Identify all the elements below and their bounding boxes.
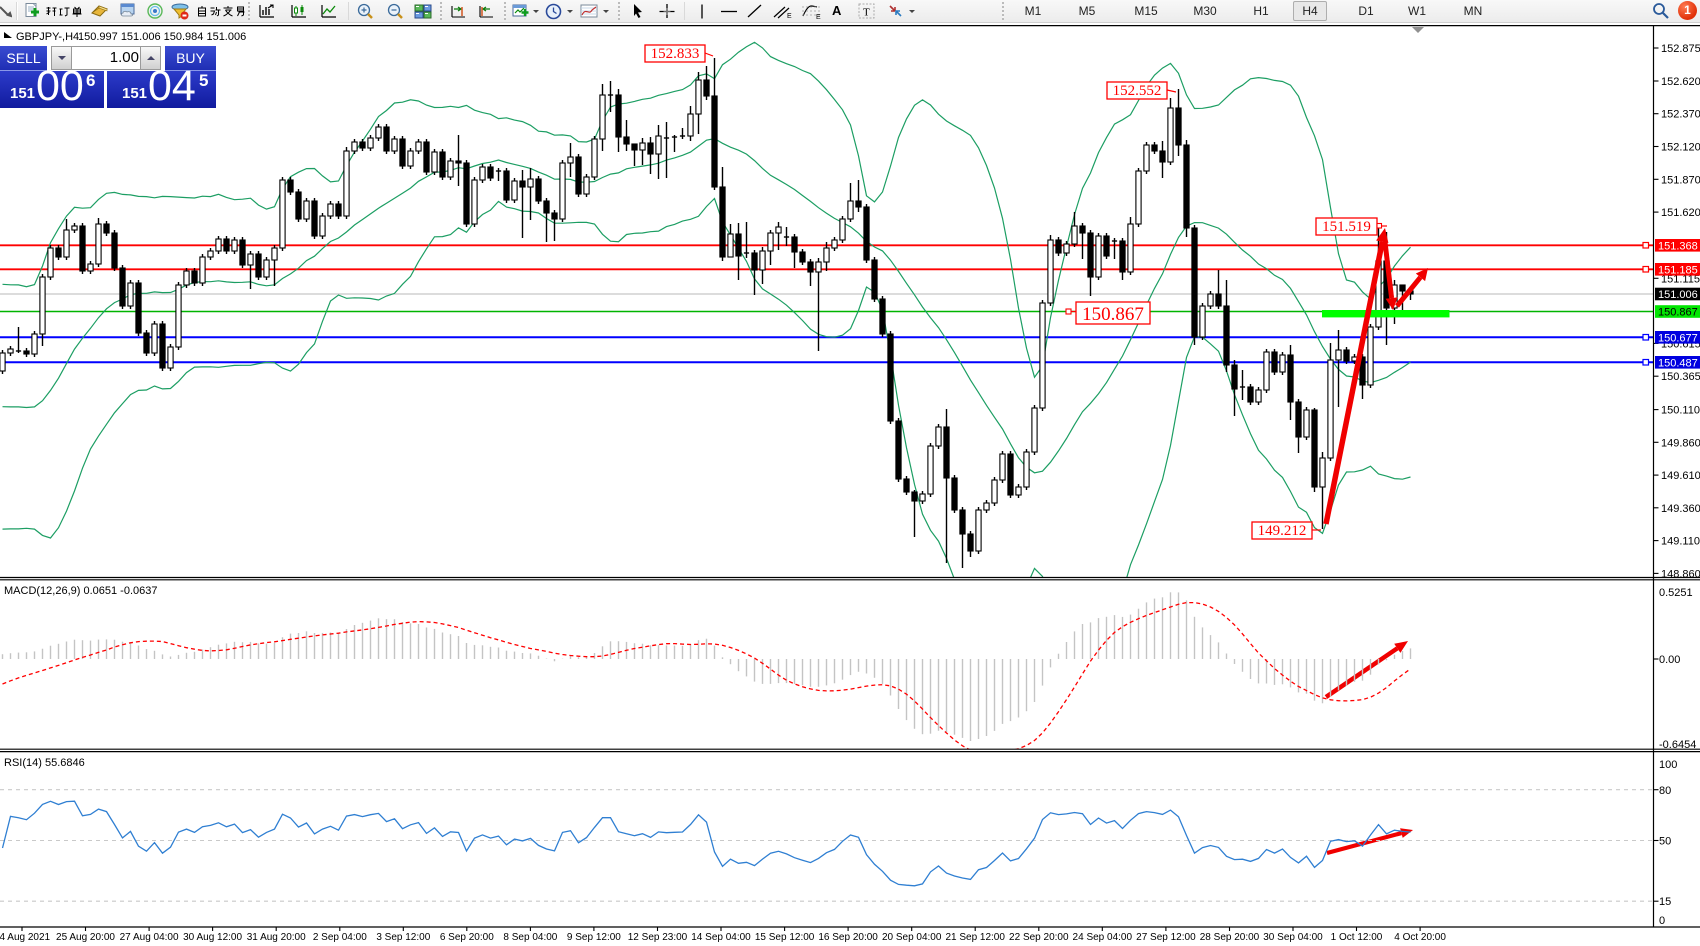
svg-text:152.620: 152.620 — [1661, 76, 1700, 88]
svg-text:1 Oct 12:00: 1 Oct 12:00 — [1331, 932, 1383, 943]
svg-text:RSI(14) 55.6846: RSI(14) 55.6846 — [4, 757, 85, 769]
svg-text:152.875: 152.875 — [1661, 43, 1700, 55]
svg-text:150.867: 150.867 — [1082, 304, 1144, 325]
svg-text:150.365: 150.365 — [1661, 371, 1700, 383]
svg-text:50: 50 — [1659, 836, 1671, 848]
svg-text:27 Sep 12:00: 27 Sep 12:00 — [1136, 932, 1196, 943]
svg-text:24 Aug 2021: 24 Aug 2021 — [0, 932, 51, 943]
svg-text:149.610: 149.610 — [1661, 470, 1700, 482]
svg-text:24 Sep 04:00: 24 Sep 04:00 — [1073, 932, 1133, 943]
svg-text:148.860: 148.860 — [1661, 568, 1700, 580]
svg-text:150.487: 150.487 — [1658, 357, 1698, 369]
svg-text:E: E — [816, 14, 821, 20]
svg-text:152.370: 152.370 — [1661, 109, 1700, 121]
svg-text:152.833: 152.833 — [651, 46, 700, 62]
svg-text:12 Sep 23:00: 12 Sep 23:00 — [628, 932, 688, 943]
svg-text:0.5251: 0.5251 — [1659, 587, 1693, 599]
svg-text:151.368: 151.368 — [1658, 240, 1698, 252]
svg-text:30 Sep 04:00: 30 Sep 04:00 — [1263, 932, 1323, 943]
svg-text:0: 0 — [1659, 915, 1665, 927]
svg-text:151.519: 151.519 — [1322, 219, 1371, 235]
svg-text:150.867: 150.867 — [1658, 307, 1698, 319]
svg-text:0.00: 0.00 — [1659, 654, 1680, 666]
svg-text:22 Sep 20:00: 22 Sep 20:00 — [1009, 932, 1069, 943]
svg-text:14 Sep 04:00: 14 Sep 04:00 — [691, 932, 751, 943]
svg-text:149.110: 149.110 — [1661, 536, 1700, 548]
svg-text:15: 15 — [1659, 896, 1671, 908]
svg-text:149.860: 149.860 — [1661, 437, 1700, 449]
svg-text:4 Oct 20:00: 4 Oct 20:00 — [1394, 932, 1446, 943]
svg-text:151.185: 151.185 — [1658, 264, 1698, 276]
svg-text:151.870: 151.870 — [1661, 174, 1700, 186]
svg-text:152.120: 152.120 — [1661, 142, 1700, 154]
svg-text:21 Sep 12:00: 21 Sep 12:00 — [945, 932, 1005, 943]
svg-text:151.006: 151.006 — [1658, 289, 1698, 301]
svg-text:25 Aug 20:00: 25 Aug 20:00 — [56, 932, 115, 943]
svg-text:E: E — [787, 13, 792, 20]
svg-text:20 Sep 04:00: 20 Sep 04:00 — [882, 932, 942, 943]
svg-text:-0.6454: -0.6454 — [1659, 739, 1696, 751]
svg-text:149.360: 149.360 — [1661, 503, 1700, 515]
svg-text:150.997 151.006 150.984 151.00: 150.997 151.006 150.984 151.006 — [78, 31, 246, 43]
svg-text:31 Aug 20:00: 31 Aug 20:00 — [247, 932, 306, 943]
svg-text:150.677: 150.677 — [1658, 332, 1698, 344]
svg-text:151.115: 151.115 — [1661, 273, 1700, 285]
svg-text:MACD(12,26,9) 0.0651 -0.0637: MACD(12,26,9) 0.0651 -0.0637 — [4, 585, 157, 597]
svg-text:100: 100 — [1659, 759, 1677, 771]
svg-text:80: 80 — [1659, 785, 1671, 797]
svg-text:28 Sep 20:00: 28 Sep 20:00 — [1200, 932, 1260, 943]
svg-text:T: T — [863, 7, 870, 19]
svg-text:16 Sep 20:00: 16 Sep 20:00 — [818, 932, 878, 943]
svg-text:27 Aug 04:00: 27 Aug 04:00 — [120, 932, 179, 943]
svg-text:151.620: 151.620 — [1661, 207, 1700, 219]
svg-text:152.552: 152.552 — [1113, 83, 1162, 99]
svg-text:9 Sep 12:00: 9 Sep 12:00 — [567, 932, 621, 943]
svg-text:149.212: 149.212 — [1258, 523, 1307, 539]
svg-text:6 Sep 20:00: 6 Sep 20:00 — [440, 932, 494, 943]
svg-text:8 Sep 04:00: 8 Sep 04:00 — [503, 932, 557, 943]
svg-text:15 Sep 12:00: 15 Sep 12:00 — [755, 932, 815, 943]
svg-text:GBPJPY-,H4: GBPJPY-,H4 — [16, 31, 79, 43]
svg-text:30 Aug 12:00: 30 Aug 12:00 — [183, 932, 242, 943]
svg-text:3 Sep 12:00: 3 Sep 12:00 — [376, 932, 430, 943]
svg-text:2 Sep 04:00: 2 Sep 04:00 — [313, 932, 367, 943]
svg-text:150.110: 150.110 — [1661, 405, 1700, 417]
